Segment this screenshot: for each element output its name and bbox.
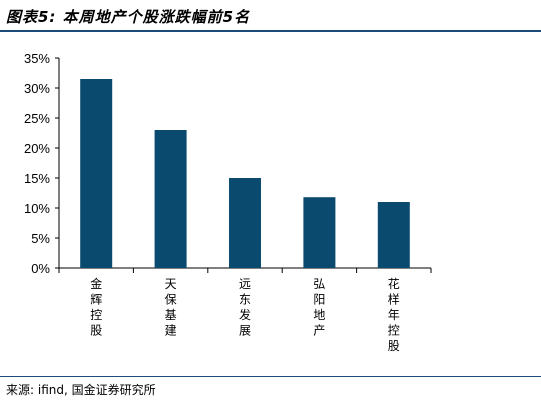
y-tick-label: 0%: [31, 261, 50, 276]
source-divider: [0, 376, 541, 377]
bar-2: [154, 130, 187, 268]
bar-5: [377, 202, 410, 268]
bar-4: [303, 197, 336, 268]
x-category-label: 花样年控股: [388, 276, 400, 353]
chart-bars: [80, 79, 410, 268]
y-tick-label: 30%: [24, 81, 50, 96]
x-category-label: 远东发展: [239, 277, 251, 338]
bar-1: [80, 79, 113, 268]
chart-title: 图表5: 本周地产个股涨跌幅前5名: [6, 8, 251, 26]
x-category-labels: 金辉控股 天保基建 远东发展 弘阳地产 花样年控股: [90, 276, 400, 353]
bar-3: [229, 178, 261, 268]
y-tick-label: 10%: [24, 201, 50, 216]
y-tick-labels: 0% 5% 10% 15% 20% 25% 30% 35%: [24, 51, 50, 276]
y-tick-label: 5%: [31, 231, 50, 246]
x-category-label: 金辉控股: [90, 276, 102, 338]
y-tick-label: 20%: [24, 141, 50, 156]
x-category-label: 弘阳地产: [313, 277, 325, 338]
y-tick-label: 15%: [24, 171, 50, 186]
y-tick-label: 35%: [24, 51, 50, 66]
y-tick-label: 25%: [24, 111, 50, 126]
title-divider: [0, 30, 541, 32]
x-category-label: 天保基建: [165, 277, 177, 338]
source-note: 来源: ifind, 国金证券研究所: [6, 383, 156, 397]
